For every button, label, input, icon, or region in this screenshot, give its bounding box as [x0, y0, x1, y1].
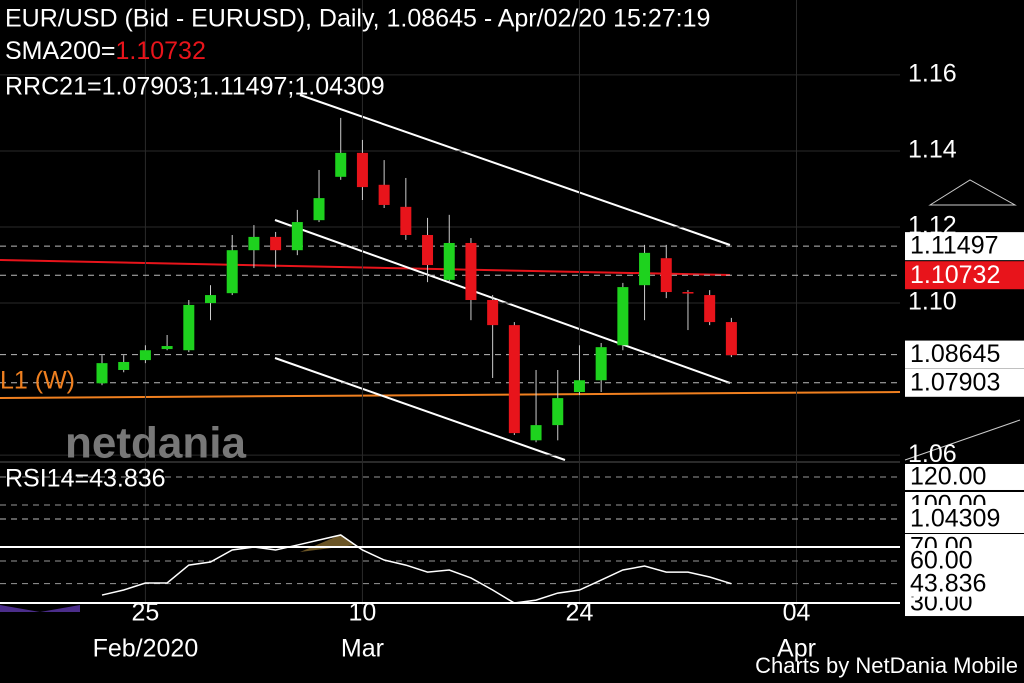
level-line: [0, 391, 901, 399]
channel-upper: [299, 94, 731, 246]
background-layer: [0, 0, 1021, 612]
x-tick-label: 24: [566, 599, 594, 627]
candle-body: [725, 322, 737, 356]
x-sub-label: Apr: [777, 635, 816, 663]
rsi-legend: RSI14=43.836: [5, 465, 166, 493]
candle-body: [595, 347, 607, 381]
credit: Charts by NetDania Mobile: [755, 653, 1018, 678]
price-label: 1.11497: [910, 232, 999, 260]
candle-body: [682, 292, 694, 294]
candle-body: [226, 250, 238, 294]
price-label-box: [905, 340, 1024, 369]
watermark: netdania: [65, 419, 246, 468]
arrow-icon: [928, 179, 1017, 206]
y-tick-label: 1.14: [908, 136, 957, 164]
x-tick-label: 25: [132, 599, 160, 627]
sma-legend: SMA200=1.10732: [5, 37, 206, 65]
x-tick-label: 10: [349, 599, 377, 627]
price-label-box: [905, 232, 1024, 261]
rsi-tick-label: 120.00: [910, 463, 986, 491]
candle-body: [291, 222, 303, 251]
price-label: 1.10732: [910, 261, 1000, 289]
rsi-value-label: 43.836: [910, 569, 986, 597]
y-tick-label: 1.16: [908, 60, 957, 88]
decor-line: [904, 419, 1021, 461]
candle-body: [378, 184, 390, 205]
rsi-oversold-fill: [0, 605, 80, 612]
channel-middle: [274, 219, 731, 384]
candle-body: [335, 152, 347, 177]
chart-title: EUR/USD (Bid - EURUSD), Daily, 1.08645 -…: [5, 5, 710, 33]
candle-body: [96, 363, 108, 384]
x-tick-label: 04: [783, 599, 811, 627]
candle-body: [660, 258, 672, 293]
candle-body: [530, 425, 542, 441]
candle-body: [161, 346, 173, 350]
price-label: 1.08645: [910, 340, 1000, 368]
y-tick-label: 1.10: [908, 288, 957, 316]
y-tick-label: 1.06: [908, 440, 957, 468]
candle-body: [552, 398, 564, 426]
candle-body: [573, 380, 585, 393]
indicator-legend: RRC21=1.07903;1.11497;1.04309: [5, 73, 385, 101]
price-label-box: [905, 261, 1024, 290]
x-sub-label: Feb/2020: [93, 635, 199, 663]
price-label-box: [905, 368, 1024, 397]
candle-body: [118, 361, 130, 370]
sma-line: [0, 259, 731, 276]
candle-body: [704, 295, 716, 323]
candle-body: [443, 242, 455, 280]
sma-value: 1.10732: [116, 37, 206, 65]
candle-body: [465, 242, 477, 301]
candle-body: [508, 325, 520, 434]
candle-body: [139, 350, 151, 361]
rsi-tick-box: [905, 463, 1024, 490]
candle-body: [205, 295, 217, 304]
candle-body: [617, 287, 629, 346]
rsi-tick-label: 60.00: [910, 547, 973, 575]
rsi-line: [101, 534, 732, 604]
sma-name: SMA200=: [5, 37, 116, 65]
price-label: 1.04309: [910, 505, 1000, 533]
price-label-box: [905, 505, 1024, 533]
rsi-tick-box: [905, 548, 1024, 575]
price-label: 1.07903: [910, 368, 1000, 396]
level-label: L1 (W): [0, 367, 75, 395]
candle-body: [270, 236, 282, 251]
rsi-value-box: [905, 570, 1024, 597]
candle-body: [487, 300, 499, 326]
candle-body: [400, 206, 412, 235]
channel-lower: [274, 357, 566, 461]
candle-body: [356, 152, 368, 188]
candle-body: [183, 304, 195, 351]
candle-body: [639, 252, 651, 286]
candle-body: [313, 198, 325, 221]
x-sub-label: Mar: [341, 635, 384, 663]
candle-body: [422, 234, 434, 266]
candle-body: [248, 236, 260, 251]
